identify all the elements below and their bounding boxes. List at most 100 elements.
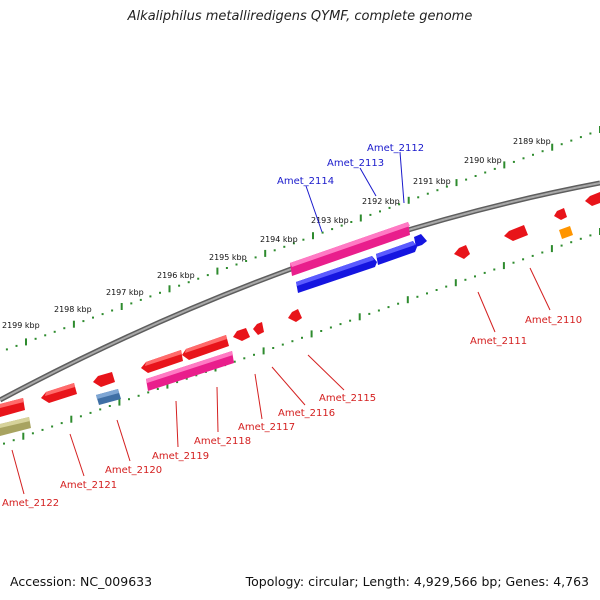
gene-label[interactable]: Amet_2111: [470, 336, 527, 347]
kbp-label: 2195 kbp: [209, 253, 247, 262]
ruler-dot: [283, 245, 286, 248]
ruler-major-tick: [118, 398, 121, 406]
gene-label[interactable]: Amet_2116: [278, 408, 335, 419]
ruler-dot: [445, 285, 448, 288]
gene-feature[interactable]: [0, 417, 31, 436]
ruler-dot: [329, 326, 332, 329]
ruler-dot: [484, 171, 487, 174]
ruler-dot: [541, 251, 544, 254]
reverse-strand-genes: [0, 192, 600, 436]
ruler-dot: [3, 442, 5, 445]
ruler-dot: [579, 237, 582, 240]
ruler-dot: [206, 274, 209, 277]
ruler-dot: [532, 153, 534, 156]
gene-label[interactable]: Amet_2120: [105, 465, 162, 476]
gene-label[interactable]: Amet_2122: [2, 498, 59, 509]
ruler-dot: [340, 224, 343, 227]
label-leader: [271, 366, 306, 406]
ruler-dot: [398, 203, 401, 206]
gene-feature[interactable]: [253, 322, 264, 335]
ruler-dot: [435, 289, 438, 291]
kbp-label: 2194 kbp: [260, 235, 298, 244]
ruler-dot: [541, 150, 544, 153]
label-leader: [305, 185, 323, 233]
ruler-major-tick: [166, 381, 169, 389]
gene-feature[interactable]: [182, 335, 229, 360]
ruler-dot: [187, 281, 190, 284]
label-leader: [477, 291, 496, 333]
ruler-dot: [99, 408, 102, 411]
gene-feature[interactable]: [454, 245, 470, 259]
gene-label[interactable]: Amet_2119: [152, 451, 209, 462]
ruler-major-tick: [262, 347, 265, 355]
kbp-labels: 2189 kbp 2190 kbp 2191 kbp 2192 kbp 2193…: [2, 137, 551, 330]
gene-label[interactable]: Amet_2114: [277, 176, 334, 187]
gene-label[interactable]: Amet_2118: [194, 436, 251, 447]
gene-label[interactable]: Amet_2115: [319, 393, 376, 404]
ruler-dot: [51, 425, 54, 428]
gene-feature[interactable]: [233, 328, 250, 341]
gene-feature[interactable]: [93, 372, 115, 387]
ruler-dot: [512, 160, 515, 163]
ruler-dot: [570, 139, 573, 142]
label-leader: [307, 354, 345, 391]
ruler-dot: [493, 268, 496, 271]
ruler-dot: [63, 327, 66, 330]
gene-label[interactable]: Amet_2110: [525, 315, 582, 326]
gene-feature[interactable]: [141, 350, 183, 373]
gene-feature[interactable]: [504, 225, 528, 241]
ruler-major-tick: [168, 285, 171, 293]
ruler-dot: [128, 398, 130, 401]
label-leader: [11, 449, 25, 495]
gene-feature[interactable]: [290, 222, 410, 276]
ruler-dot: [379, 210, 381, 213]
ruler-major-tick: [502, 262, 505, 270]
ruler-dot: [292, 242, 295, 245]
ruler-dot: [147, 391, 150, 394]
ruler-dot: [512, 261, 515, 264]
ruler-dot: [387, 306, 390, 309]
ruler-dot: [31, 432, 34, 435]
ruler-dot: [243, 357, 246, 360]
ruler-dot: [15, 344, 18, 347]
gene-feature[interactable]: [414, 234, 427, 247]
ruler-major-tick: [310, 330, 313, 338]
ruler-dot: [92, 316, 94, 319]
gene-feature[interactable]: [0, 398, 25, 417]
gene-label[interactable]: Amet_2113: [327, 158, 384, 169]
ruler-dot: [589, 132, 592, 135]
gene-feature[interactable]: [554, 208, 567, 220]
ruler-major-tick: [406, 296, 409, 304]
label-leader: [216, 386, 219, 433]
ruler-dot: [426, 192, 429, 195]
ruler-dot: [464, 278, 467, 281]
reverse-gene-labels: Amet_2110 Amet_2111 Amet_2115 Amet_2116 …: [2, 267, 582, 509]
ruler-major-tick: [454, 279, 457, 287]
gene-feature[interactable]: [288, 309, 302, 322]
ruler-dot: [388, 206, 391, 209]
gene-label[interactable]: Amet_2121: [60, 480, 117, 491]
ruler-dot: [417, 196, 420, 199]
gene-feature[interactable]: [559, 226, 573, 239]
gene-feature[interactable]: [296, 256, 377, 293]
gene-feature[interactable]: [376, 241, 417, 265]
kbp-label: 2193 kbp: [311, 216, 349, 225]
ruler-major-tick: [550, 245, 553, 253]
gene-feature[interactable]: [585, 192, 600, 206]
ruler-dot: [5, 348, 8, 351]
gene-feature[interactable]: [96, 389, 121, 405]
gene-label[interactable]: Amet_2117: [238, 422, 295, 433]
ruler-dot: [570, 241, 573, 244]
ruler-dot: [195, 374, 198, 377]
ruler-major-tick: [264, 249, 267, 257]
ruler-dot: [349, 319, 352, 322]
ruler-major-tick: [358, 313, 361, 321]
ruler-dot: [368, 312, 371, 315]
kbp-label: 2192 kbp: [362, 197, 400, 206]
ruler-dot: [108, 405, 111, 407]
gene-feature[interactable]: [146, 351, 234, 391]
ruler-dot: [139, 298, 142, 301]
gene-feature[interactable]: [41, 383, 77, 403]
gene-label[interactable]: Amet_2112: [367, 143, 424, 154]
ruler-dot: [12, 439, 15, 442]
